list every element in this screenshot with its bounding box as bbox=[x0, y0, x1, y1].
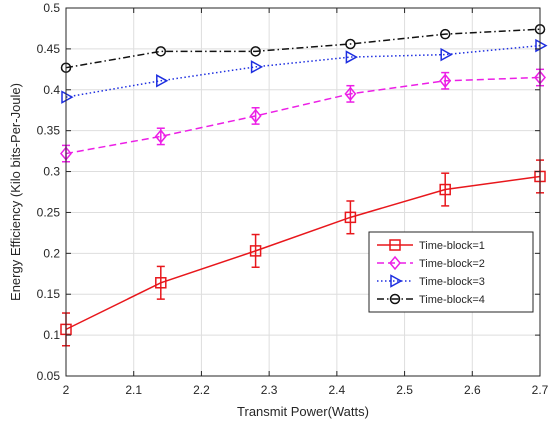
x-tick-label: 2 bbox=[63, 383, 70, 397]
y-tick-label: 0.4 bbox=[43, 83, 60, 97]
legend: Time-block=1 Time-block=2 Time-block=3 Time… bbox=[368, 231, 534, 313]
data-point bbox=[439, 28, 451, 40]
data-point bbox=[155, 46, 167, 57]
y-tick-label: 0.3 bbox=[43, 165, 60, 179]
legend-label: Time-block=4 bbox=[419, 294, 485, 306]
x-axis-label: Transmit Power(Watts) bbox=[237, 404, 369, 419]
series-line bbox=[65, 28, 541, 69]
axis-ticks: 2 2.1 2.2 2.3 2.4 2.5 2.6 2.7 0.05 0.1 0.15 0.2 0.25… bbox=[37, 1, 549, 397]
data-point bbox=[155, 277, 167, 289]
data-point bbox=[61, 90, 74, 104]
y-tick-label: 0.25 bbox=[37, 205, 61, 219]
data-point bbox=[249, 245, 262, 257]
x-tick-label: 2.1 bbox=[125, 383, 142, 397]
data-point bbox=[249, 108, 262, 124]
data-point bbox=[345, 38, 356, 50]
data-point bbox=[344, 211, 357, 224]
series-line bbox=[65, 175, 541, 331]
data-point bbox=[154, 129, 167, 144]
data-point bbox=[250, 60, 264, 74]
y-tick-label: 0.35 bbox=[37, 124, 61, 138]
data-point bbox=[439, 73, 452, 88]
data-point bbox=[344, 86, 357, 102]
series-line bbox=[65, 44, 541, 98]
y-tick-label: 0.05 bbox=[37, 369, 61, 383]
legend-label: Time-block=2 bbox=[419, 258, 485, 270]
y-tick-label: 0.2 bbox=[43, 246, 60, 260]
data-point bbox=[156, 74, 169, 88]
legend-label: Time-block=1 bbox=[419, 240, 485, 252]
x-tick-label: 2.5 bbox=[396, 383, 413, 397]
series-line bbox=[65, 76, 541, 155]
x-tick-label: 2.2 bbox=[193, 383, 210, 397]
x-tick-label: 2.7 bbox=[532, 383, 549, 397]
x-tick-label: 2.3 bbox=[261, 383, 278, 397]
legend-marker bbox=[389, 239, 401, 251]
legend-label: Time-block=3 bbox=[419, 276, 485, 288]
legend-marker bbox=[390, 274, 403, 288]
data-point bbox=[440, 47, 453, 62]
x-tick-label: 2.6 bbox=[464, 383, 481, 397]
data-point bbox=[345, 50, 358, 64]
series-3 bbox=[61, 38, 548, 104]
legend-marker bbox=[389, 255, 401, 271]
data-point bbox=[535, 38, 548, 53]
plot-frame bbox=[65, 7, 541, 377]
data-point bbox=[250, 46, 261, 57]
grid-lines bbox=[65, 7, 541, 377]
data-point bbox=[439, 183, 451, 196]
y-tick-label: 0.1 bbox=[43, 328, 60, 342]
y-tick-label: 0.15 bbox=[37, 287, 61, 301]
y-tick-label: 0.45 bbox=[37, 42, 61, 56]
y-tick-label: 0.5 bbox=[43, 1, 60, 15]
legend-marker bbox=[389, 293, 401, 305]
x-tick-label: 2.4 bbox=[329, 383, 346, 397]
y-axis-label: Energy Efficiency (Kilo bits-Per-Joule) bbox=[8, 83, 23, 301]
